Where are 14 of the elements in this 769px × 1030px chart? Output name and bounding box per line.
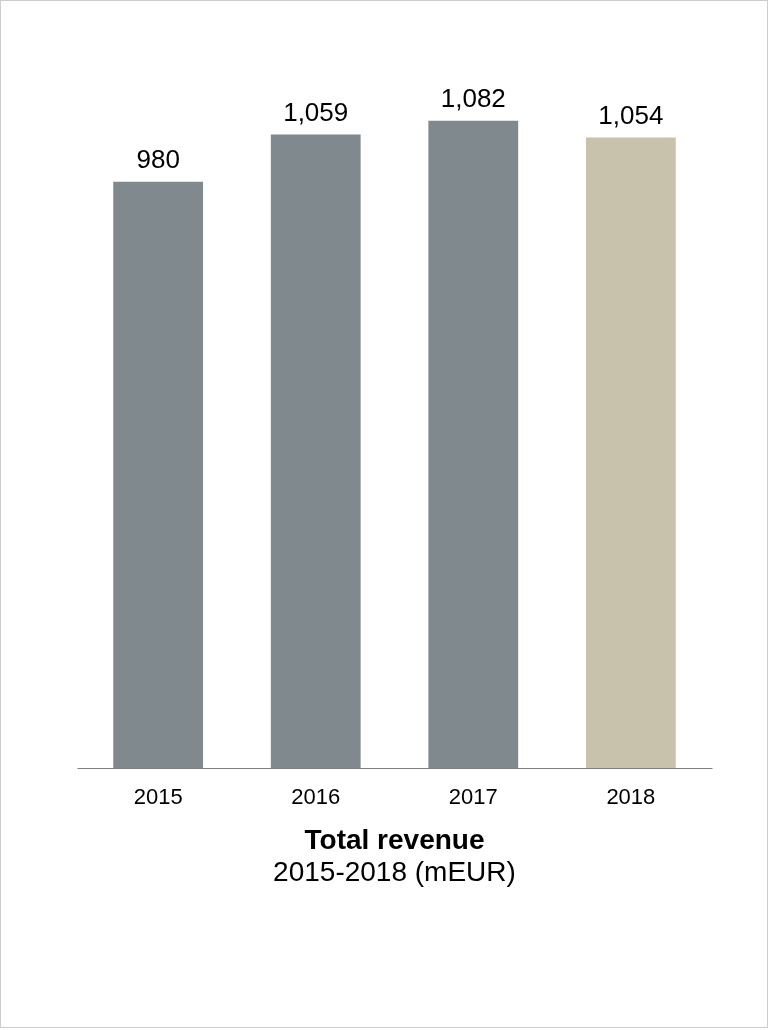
- x-tick-label: 2015: [133, 783, 183, 809]
- data-label: 1,059: [283, 96, 349, 127]
- x-tick-label: 2018: [606, 783, 656, 809]
- data-label: 1,082: [440, 82, 506, 113]
- data-label: 1,054: [598, 99, 664, 130]
- bar: [270, 134, 361, 768]
- bar: [113, 181, 204, 768]
- bar: [585, 137, 676, 768]
- bar: [428, 120, 519, 768]
- text: Total revenue: [304, 824, 485, 855]
- x-tick-label: 2017: [448, 783, 498, 809]
- data-label: 980: [136, 143, 180, 174]
- x-tick-label: 2016: [291, 783, 341, 809]
- text: 2015-2018 (mEUR): [273, 856, 516, 887]
